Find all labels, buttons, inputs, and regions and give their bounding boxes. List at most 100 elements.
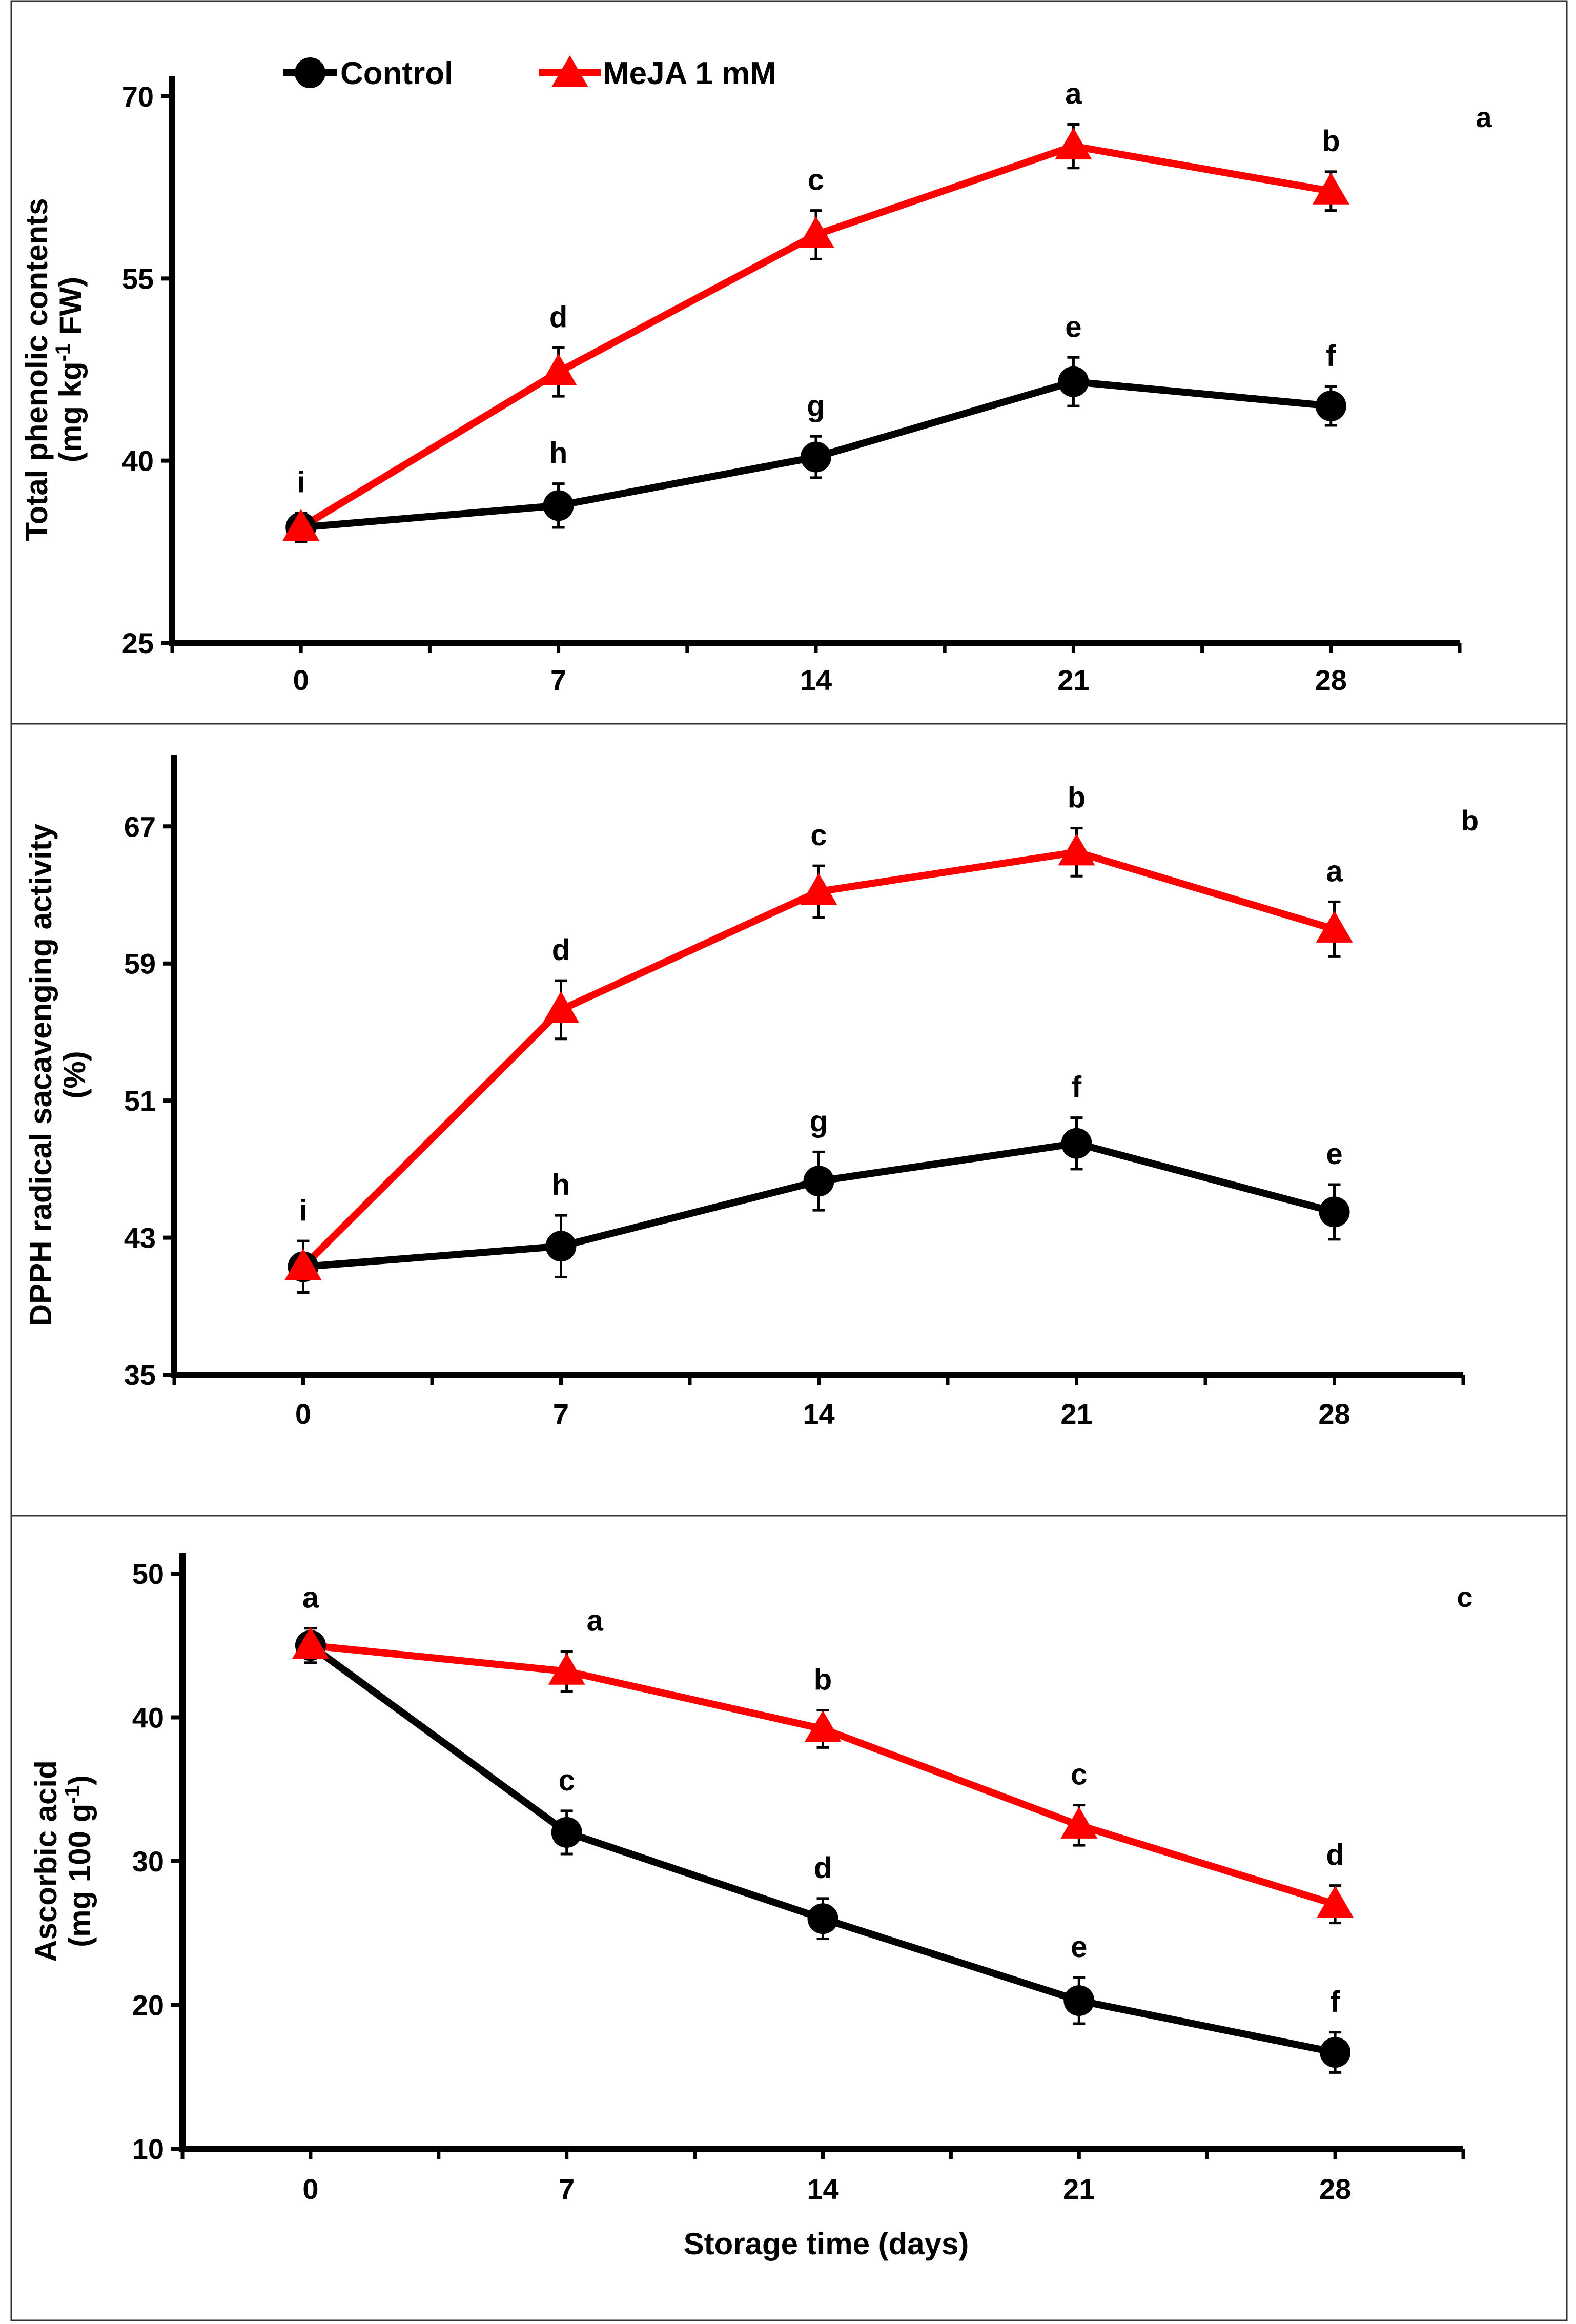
panel-b-x-tick-label: 21 [1060, 1398, 1092, 1430]
panel-a-control-point [543, 490, 574, 521]
panel-a-control-point [1058, 366, 1089, 397]
panel-b-x-tick-label: 0 [295, 1398, 311, 1430]
panel-c-control-significance-letter: f [1330, 1985, 1340, 2019]
panel-b-meja-significance-letter: d [552, 933, 570, 967]
panel-c-y-axis-title-unit: (mg 100 g [63, 1804, 97, 1947]
panel-b-control-significance-letter: g [810, 1105, 828, 1138]
panel-c-control-point [1063, 1985, 1095, 2016]
panel-a-meja-point [1055, 128, 1092, 160]
panel-c-y-tick-label: 30 [132, 1845, 164, 1878]
panel-c-y-axis-title-line1: Ascorbic acid [29, 1760, 63, 1962]
panel-a-meja-significance-letter: d [549, 300, 567, 334]
panel-b-meja-point [1316, 910, 1353, 943]
panel-b-control-point [1319, 1196, 1350, 1228]
panel-c-control-significance-letter: c [559, 1764, 575, 1797]
panel-b-chart: 35 43 51 59 67 0 7 14 21 28 DPPH radical sacavengi… [24, 755, 1479, 1430]
panel-a-control-point [801, 441, 831, 473]
legend-meja-triangle-icon [551, 55, 588, 87]
panel-b-letter: b [1461, 804, 1479, 837]
panel-a-x-tick-label: 28 [1315, 664, 1347, 696]
x-axis-title: Storage time (days) [684, 2227, 969, 2261]
panel-b-x-tick-label: 28 [1318, 1398, 1350, 1430]
panel-c-y-tick-label: 20 [132, 1989, 164, 2022]
panel-b-control-point [1061, 1128, 1092, 1159]
panel-c-frame [10, 1515, 1568, 2321]
panel-c-meja-significance-letter: a [587, 1604, 604, 1637]
panel-a-y-axis-title-unit: (mg kg [53, 361, 88, 462]
panel-a-control-significance-letter: e [1065, 310, 1081, 343]
panel-c-meja-point [292, 1627, 329, 1659]
panel-c-y-axis-title-line2: (mg 100 g-1) [61, 1775, 97, 1947]
legend: Control MeJA 1 mM [283, 55, 776, 91]
panel-b-y-tick-label: 43 [124, 1222, 156, 1254]
panel-a-meja-point [540, 353, 577, 385]
panel-a-x-tick-label: 21 [1057, 664, 1089, 696]
panel-a-x-tick-label: 0 [293, 664, 309, 696]
panel-a-y-axis-title-line2: (mg kg-1 FW) [52, 277, 88, 462]
panel-b-meja-significance-letter: i [299, 1194, 307, 1227]
panel-a-y-axis-title-superscript: -1 [52, 343, 74, 362]
panel-b-y-tick-label: 67 [124, 810, 156, 843]
panel-a-meja-point [282, 508, 320, 541]
panel-a-meja-significance-letter: c [808, 164, 824, 197]
panel-a-x-tick-label: 14 [800, 664, 832, 696]
panel-c-y-tick-label: 40 [132, 1702, 164, 1734]
panel-b-control-significance-letter: h [552, 1168, 570, 1201]
panel-c-meja-significance-letter: d [1326, 1839, 1344, 1872]
panel-b-meja-significance-letter: b [1068, 781, 1086, 814]
panel-c-control-point [807, 1903, 838, 1934]
panel-c-meja-significance-letter: c [1071, 1758, 1087, 1791]
panel-c-meja-point [1317, 1886, 1354, 1918]
panel-a-y-tick-label: 40 [122, 445, 154, 477]
panel-b-control-significance-letter: f [1072, 1071, 1082, 1104]
panel-c-meja-point [804, 1710, 842, 1742]
panel-a-meja-significance-letter: b [1322, 125, 1340, 158]
panel-b-meja-significance-letter: a [1326, 854, 1343, 888]
panel-b-meja-point [800, 873, 837, 905]
panel-b-control-point [803, 1166, 834, 1197]
panel-c-x-tick-label: 0 [302, 2173, 318, 2205]
panel-a-control-significance-letter: g [807, 389, 825, 422]
panel-c-x-tick-label: 14 [807, 2173, 838, 2205]
panel-a-meja-point [1312, 172, 1349, 205]
panel-c-meja-significance-letter: b [814, 1663, 832, 1696]
panel-c-control-significance-letter: d [814, 1851, 832, 1885]
panel-a-y-tick-label: 55 [122, 262, 154, 295]
panel-a-x-tick-label: 7 [550, 664, 566, 696]
panel-b-meja-point [542, 991, 580, 1023]
panel-c-chart: 10 20 30 40 50 0 7 14 21 28 Ascorbic acid (mg 100 g… [29, 1553, 1473, 2205]
panel-a-control-significance-letter: h [549, 437, 567, 470]
panel-a-control-point [1315, 391, 1346, 422]
panel-c-control-significance-letter: e [1071, 1930, 1087, 1964]
panel-c-meja-point [548, 1653, 585, 1685]
panel-c-control-point [1320, 2037, 1351, 2068]
panel-b-y-axis-title-line1: DPPH radical sacavenging activity [24, 823, 58, 1326]
panel-b-x-tick-label: 14 [803, 1398, 834, 1430]
panel-b-y-tick-label: 35 [124, 1359, 156, 1391]
legend-control-label: Control [340, 56, 453, 91]
panel-c-y-tick-label: 10 [132, 2133, 164, 2165]
panel-a-meja-point [797, 216, 834, 249]
panel-b-meja-significance-letter: c [810, 819, 827, 852]
panel-c-x-tick-label: 7 [559, 2173, 575, 2205]
panel-a-y-axis-title-unit-end: FW) [53, 277, 88, 343]
legend-meja-label: MeJA 1 mM [603, 56, 776, 91]
panel-c-y-tick-label: 50 [132, 1558, 164, 1590]
panel-a-y-axis-title-line1: Total phenolic contents [19, 198, 54, 541]
panel-b-meja-point [284, 1248, 322, 1280]
panel-c-letter: c [1457, 1581, 1472, 1613]
panel-b-y-tick-label: 51 [124, 1085, 156, 1117]
panel-a-control-significance-letter: f [1326, 339, 1336, 373]
panel-c-meja-significance-letter: a [302, 1581, 319, 1615]
panel-a-letter: a [1476, 101, 1492, 133]
panel-a-chart: 25 40 55 70 0 7 14 21 28 Total phenolic contents(… [19, 76, 1492, 696]
panel-b-y-tick-label: 59 [124, 948, 156, 980]
panel-a-meja-significance-letter: i [297, 466, 305, 499]
panel-c-x-tick-label: 21 [1063, 2173, 1095, 2205]
panel-c-y-axis-title-superscript: -1 [61, 1785, 84, 1804]
panel-c-control-point [551, 1817, 582, 1848]
panel-c-meja-point [1060, 1806, 1098, 1839]
panel-b-meja-point [1058, 833, 1095, 866]
